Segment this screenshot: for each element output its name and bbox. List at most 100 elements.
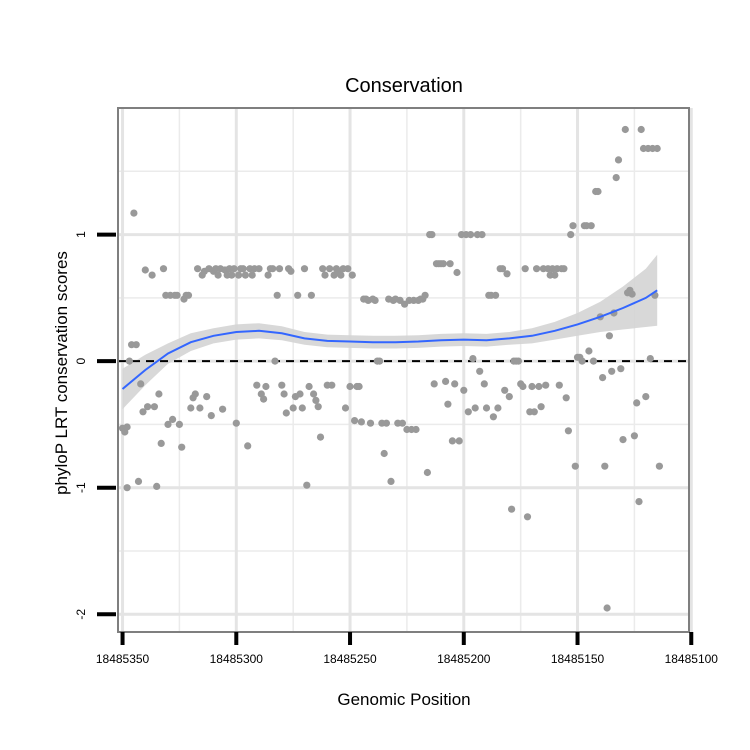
- data-point: [448, 437, 456, 445]
- data-point: [314, 403, 322, 411]
- data-point: [248, 271, 256, 279]
- data-point: [453, 268, 461, 277]
- smooth-trend-line: [121, 289, 658, 390]
- data-point: [501, 386, 509, 394]
- data-point: [430, 380, 438, 388]
- data-point: [533, 265, 541, 273]
- data-point: [455, 437, 463, 445]
- data-point: [312, 396, 320, 404]
- data-point: [196, 404, 204, 412]
- y-tick-label: -2: [74, 609, 88, 620]
- data-point: [535, 382, 543, 391]
- data-point: [628, 290, 636, 298]
- data-point: [255, 265, 263, 273]
- data-point: [519, 382, 527, 391]
- data-point: [326, 265, 334, 273]
- data-point: [125, 357, 133, 365]
- data-point: [153, 482, 161, 490]
- data-point: [537, 403, 545, 411]
- data-point: [653, 144, 661, 153]
- smooth-line: [121, 289, 658, 390]
- data-point: [571, 462, 579, 470]
- data-point: [357, 418, 365, 426]
- data-point: [480, 380, 488, 388]
- data-point: [328, 381, 336, 389]
- data-point: [273, 291, 281, 299]
- x-tick-label: 18485350: [96, 652, 150, 666]
- data-point: [380, 449, 388, 458]
- data-point: [605, 332, 614, 340]
- data-point: [503, 270, 511, 278]
- data-point: [646, 355, 654, 363]
- data-point: [635, 498, 643, 506]
- data-point: [366, 419, 375, 427]
- data-point: [287, 267, 295, 275]
- data-point: [617, 365, 625, 373]
- data-point: [164, 420, 172, 428]
- data-point: [355, 382, 363, 391]
- data-point: [294, 291, 302, 299]
- data-point: [191, 390, 199, 398]
- data-point: [278, 381, 286, 389]
- data-point: [612, 174, 620, 182]
- data-point: [423, 468, 431, 477]
- data-point: [498, 265, 507, 273]
- data-point: [298, 404, 306, 412]
- data-point: [130, 209, 138, 217]
- y-tick-label: 0: [74, 357, 88, 364]
- data-point: [219, 405, 227, 413]
- data-point: [157, 439, 165, 447]
- data-point: [253, 381, 261, 389]
- data-point: [280, 390, 288, 398]
- data-point: [578, 357, 586, 365]
- data-point: [155, 390, 163, 398]
- data-point: [560, 265, 568, 273]
- data-point: [351, 417, 359, 425]
- data-point: [337, 271, 345, 279]
- data-point: [585, 347, 593, 355]
- data-point: [241, 271, 249, 279]
- data-point: [310, 390, 318, 398]
- x-axis-label: Genomic Position: [337, 690, 470, 709]
- data-point: [235, 271, 243, 279]
- data-point: [207, 412, 215, 420]
- data-point: [169, 415, 177, 423]
- data-point: [587, 222, 595, 230]
- data-point: [260, 395, 268, 403]
- data-point: [264, 271, 272, 279]
- data-point: [141, 266, 149, 274]
- data-point: [521, 265, 529, 273]
- data-point: [139, 408, 147, 416]
- data-point: [564, 427, 573, 435]
- data-point: [398, 419, 406, 427]
- data-point: [642, 393, 650, 401]
- data-point: [282, 409, 290, 417]
- data-point: [542, 381, 550, 389]
- data-point: [505, 393, 513, 401]
- data-point: [134, 477, 143, 485]
- data-point: [523, 513, 532, 521]
- data-point: [239, 265, 247, 273]
- y-axis-label: phyloP LRT conservation scores: [52, 251, 71, 495]
- data-point: [144, 403, 152, 411]
- x-tick-label: 18485250: [323, 652, 377, 666]
- data-point: [621, 125, 629, 134]
- data-point: [203, 393, 211, 401]
- data-point: [494, 404, 502, 412]
- data-point: [228, 271, 236, 279]
- data-point: [319, 265, 327, 273]
- data-point: [187, 404, 195, 412]
- data-point: [439, 260, 447, 268]
- data-point: [476, 367, 484, 375]
- data-point: [173, 291, 181, 299]
- data-point: [469, 355, 477, 363]
- data-point: [307, 291, 315, 299]
- y-tick-label: 1: [74, 231, 88, 238]
- data-point: [316, 433, 325, 441]
- data-point: [348, 271, 356, 279]
- x-tick-label: 18485150: [551, 652, 605, 666]
- data-point: [514, 357, 523, 365]
- grid: [118, 108, 693, 632]
- data-point: [412, 425, 420, 434]
